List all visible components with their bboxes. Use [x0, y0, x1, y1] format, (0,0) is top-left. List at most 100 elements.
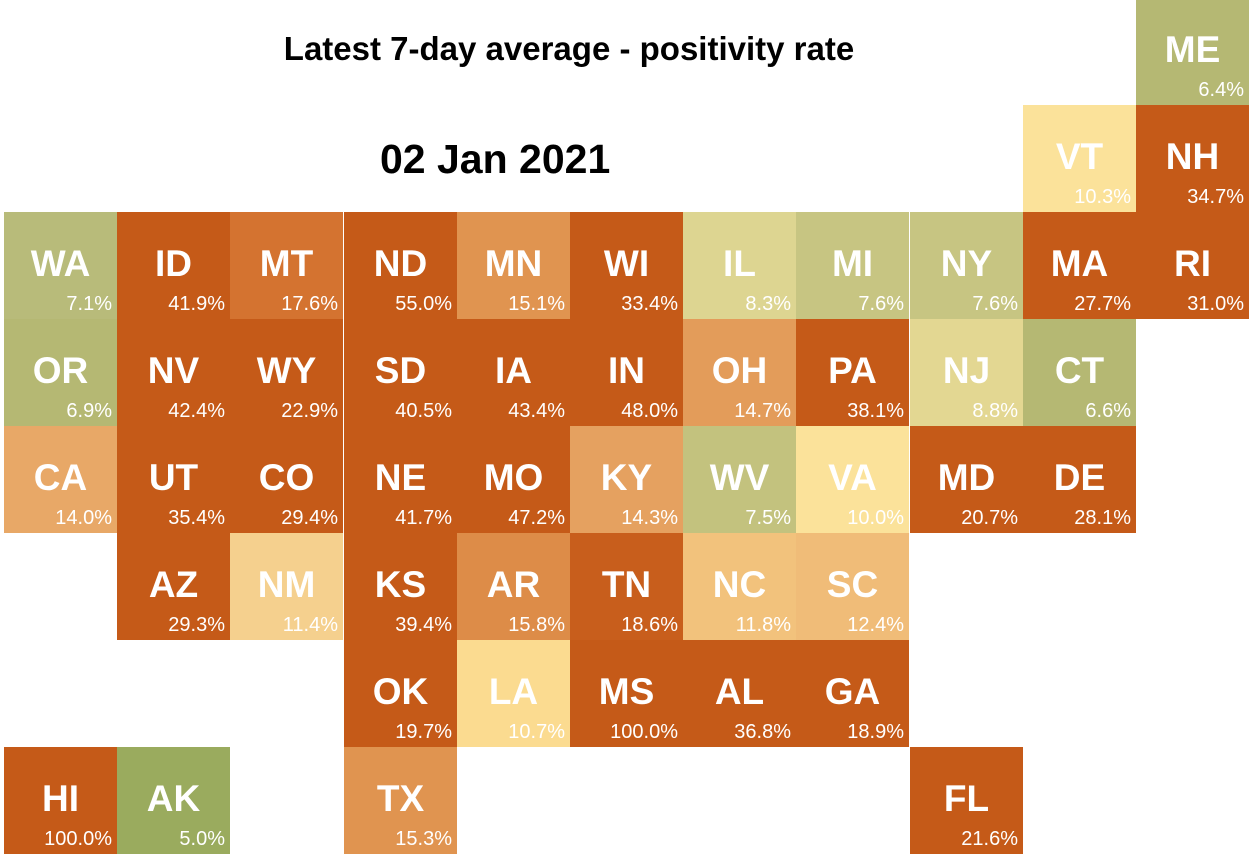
state-abbr: CA — [33, 457, 88, 498]
state-positivity-rate: 29.4% — [281, 507, 338, 529]
state-abbr: CO — [258, 457, 315, 498]
state-positivity-rate: 38.1% — [847, 400, 904, 422]
state-abbr: LA — [488, 671, 539, 712]
state-positivity-rate: 7.6% — [858, 293, 904, 315]
state-positivity-rate: 7.1% — [66, 293, 112, 315]
state-tile-mo: MO 47.2% — [457, 426, 570, 533]
state-abbr: MT — [259, 243, 314, 284]
state-tile-wi: WI 33.4% — [570, 212, 683, 319]
state-tile-wv: WV 7.5% — [683, 426, 796, 533]
state-abbr: MA — [1050, 243, 1109, 284]
state-tile-nj: NJ 8.8% — [910, 319, 1023, 426]
state-abbr: WI — [603, 243, 650, 284]
state-positivity-rate: 12.4% — [847, 614, 904, 636]
state-positivity-rate: 6.4% — [1198, 79, 1244, 101]
state-positivity-rate: 100.0% — [44, 828, 112, 850]
state-tile-ia: IA 43.4% — [457, 319, 570, 426]
state-tile-sc: SC 12.4% — [796, 533, 909, 640]
state-abbr: NC — [712, 564, 767, 605]
state-positivity-rate: 21.6% — [961, 828, 1018, 850]
state-positivity-rate: 43.4% — [508, 400, 565, 422]
state-abbr: NE — [374, 457, 427, 498]
state-positivity-rate: 33.4% — [621, 293, 678, 315]
state-positivity-rate: 5.0% — [179, 828, 225, 850]
state-positivity-rate: 14.0% — [55, 507, 112, 529]
state-positivity-rate: 29.3% — [168, 614, 225, 636]
state-abbr: FL — [943, 778, 990, 819]
state-abbr: NV — [147, 350, 200, 391]
state-positivity-rate: 8.3% — [745, 293, 791, 315]
state-tile-ct: CT 6.6% — [1023, 319, 1136, 426]
state-abbr: HI — [42, 778, 79, 819]
state-positivity-rate: 10.7% — [508, 721, 565, 743]
state-abbr: WV — [709, 457, 770, 498]
state-positivity-rate: 15.8% — [508, 614, 565, 636]
state-abbr: KS — [374, 564, 427, 605]
state-positivity-rate: 7.6% — [972, 293, 1018, 315]
state-abbr: AK — [146, 778, 201, 819]
state-abbr: OH — [711, 350, 768, 391]
state-abbr: ME — [1164, 29, 1221, 70]
state-positivity-rate: 31.0% — [1187, 293, 1244, 315]
state-tile-vt: VT 10.3% — [1023, 105, 1136, 212]
state-tile-mn: MN 15.1% — [457, 212, 570, 319]
state-abbr: ID — [155, 243, 192, 284]
state-positivity-rate: 8.8% — [972, 400, 1018, 422]
state-abbr: SD — [374, 350, 427, 391]
state-tile-al: AL 36.8% — [683, 640, 796, 747]
state-positivity-rate: 40.5% — [395, 400, 452, 422]
state-tile-in: IN 48.0% — [570, 319, 683, 426]
state-positivity-rate: 42.4% — [168, 400, 225, 422]
state-tile-ks: KS 39.4% — [344, 533, 457, 640]
state-abbr: IL — [723, 243, 756, 284]
state-positivity-rate: 35.4% — [168, 507, 225, 529]
state-positivity-rate: 36.8% — [734, 721, 791, 743]
state-abbr: MO — [483, 457, 544, 498]
state-abbr: WA — [30, 243, 91, 284]
state-positivity-rate: 28.1% — [1074, 507, 1131, 529]
state-abbr: AR — [486, 564, 541, 605]
state-abbr: MS — [598, 671, 655, 712]
state-abbr: AZ — [148, 564, 199, 605]
state-abbr: NJ — [942, 350, 991, 391]
state-positivity-rate: 27.7% — [1074, 293, 1131, 315]
state-tile-ar: AR 15.8% — [457, 533, 570, 640]
state-positivity-rate: 15.3% — [395, 828, 452, 850]
state-abbr: CT — [1054, 350, 1105, 391]
state-positivity-rate: 17.6% — [281, 293, 338, 315]
state-positivity-rate: 22.9% — [281, 400, 338, 422]
state-abbr: SC — [826, 564, 879, 605]
state-abbr: WY — [256, 350, 317, 391]
state-abbr: ND — [373, 243, 428, 284]
state-abbr: NH — [1165, 136, 1220, 177]
state-tile-id: ID 41.9% — [117, 212, 230, 319]
state-abbr: VT — [1055, 136, 1104, 177]
state-positivity-rate: 41.7% — [395, 507, 452, 529]
map-date: 02 Jan 2021 — [380, 136, 611, 182]
state-tile-ri: RI 31.0% — [1136, 212, 1249, 319]
state-abbr: PA — [828, 350, 877, 391]
state-abbr: RI — [1174, 243, 1211, 284]
state-tile-mi: MI 7.6% — [796, 212, 909, 319]
state-abbr: IN — [608, 350, 645, 391]
state-positivity-rate: 11.4% — [282, 614, 338, 636]
state-positivity-rate: 20.7% — [961, 507, 1018, 529]
state-abbr: KY — [600, 457, 653, 498]
state-tile-pa: PA 38.1% — [796, 319, 909, 426]
state-tile-ut: UT 35.4% — [117, 426, 230, 533]
state-positivity-rate: 100.0% — [610, 721, 678, 743]
state-tile-mt: MT 17.6% — [230, 212, 343, 319]
state-tile-co: CO 29.4% — [230, 426, 343, 533]
state-tile-la: LA 10.7% — [457, 640, 570, 747]
state-abbr: MN — [484, 243, 543, 284]
state-positivity-rate: 48.0% — [621, 400, 678, 422]
state-abbr: OK — [372, 671, 429, 712]
state-tile-va: VA 10.0% — [796, 426, 909, 533]
state-abbr: DE — [1053, 457, 1106, 498]
state-tile-nd: ND 55.0% — [344, 212, 457, 319]
state-abbr: GA — [824, 671, 881, 712]
state-tile-ca: CA 14.0% — [4, 426, 117, 533]
state-positivity-rate: 47.2% — [508, 507, 565, 529]
state-abbr: OR — [32, 350, 89, 391]
